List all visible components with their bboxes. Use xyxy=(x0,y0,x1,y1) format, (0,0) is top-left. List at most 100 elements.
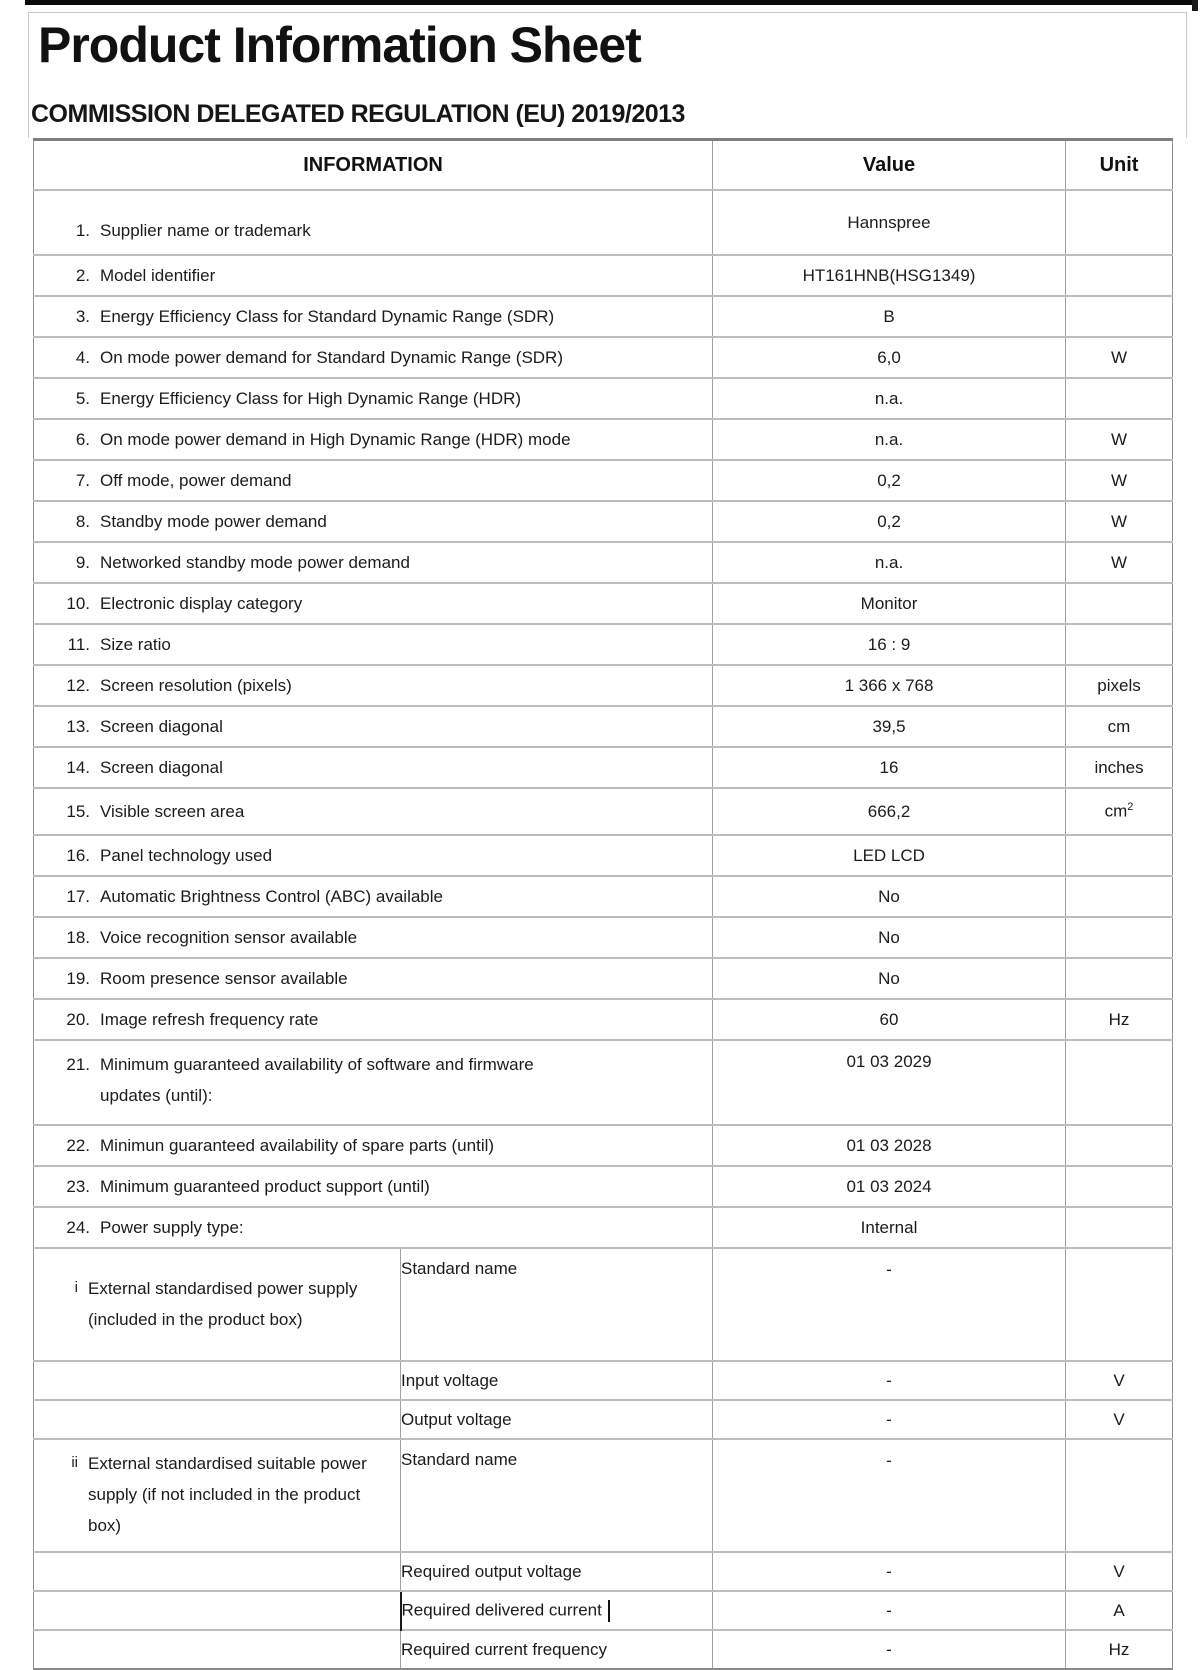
unit-cell xyxy=(1065,1165,1173,1207)
info-label: Minimum guaranteed availability of softw… xyxy=(100,1050,534,1112)
row-number: 22. xyxy=(66,1135,90,1155)
value-cell: 39,5 xyxy=(712,705,1066,747)
table-row: Output voltage - V xyxy=(33,1399,1173,1439)
value-cell: 01 03 2028 xyxy=(712,1124,1066,1166)
info-label: Energy Efficiency Class for High Dynamic… xyxy=(100,388,522,408)
info-cell: 12. Screen resolution (pixels) xyxy=(33,664,713,706)
info-group-cell: ii External standardised suitable power s… xyxy=(33,1438,401,1552)
info-sub-label: Input voltage xyxy=(401,1370,499,1390)
info-cell: 15. Visible screen area xyxy=(33,787,713,835)
row-number: 14. xyxy=(66,757,90,777)
roman-marker: ii xyxy=(71,1454,78,1472)
info-group-cell xyxy=(33,1590,401,1630)
info-label: Screen resolution (pixels) xyxy=(100,675,292,695)
info-label: Visible screen area xyxy=(100,801,245,821)
info-cell: 24. Power supply type: xyxy=(33,1206,713,1248)
info-sub-cell: Required current frequency xyxy=(399,1629,713,1669)
table-row: 7. Off mode, power demand 0,2 W xyxy=(33,459,1173,501)
unit-cell: A xyxy=(1065,1590,1173,1630)
table-row: 24. Power supply type: Internal xyxy=(33,1206,1173,1248)
table-row: ii External standardised suitable power s… xyxy=(33,1438,1173,1552)
unit-cell xyxy=(1065,189,1173,255)
row-number: 19. xyxy=(66,968,90,988)
value-cell: 16 : 9 xyxy=(712,623,1066,665)
value-cell: B xyxy=(712,295,1066,337)
row-number: 21. xyxy=(66,1055,90,1074)
info-cell: 21. Minimum guaranteed availability of so… xyxy=(33,1039,713,1125)
info-label: Model identifier xyxy=(100,265,216,285)
unit-cell: Hz xyxy=(1065,1629,1173,1669)
info-cell: 4. On mode power demand for Standard Dyna… xyxy=(33,336,713,378)
info-cell: 5. Energy Efficiency Class for High Dynam… xyxy=(33,377,713,419)
info-group-label: External standardised power supply (incl… xyxy=(88,1278,358,1329)
product-information-sheet-page: { "page": { "title": "Product Informatio… xyxy=(25,0,1198,1670)
info-group-cell xyxy=(33,1360,401,1400)
info-cell: 1. Supplier name or trademark xyxy=(33,189,713,255)
value-cell: 01 03 2024 xyxy=(712,1165,1066,1207)
page-title: Product Information Sheet xyxy=(38,17,642,73)
unit-cell: W xyxy=(1065,459,1173,501)
value-cell: 0,2 xyxy=(712,500,1066,542)
info-cell: 17. Automatic Brightness Control (ABC) av… xyxy=(33,875,713,917)
row-number: 5. xyxy=(75,388,90,408)
table-row: 22. Minimun guaranteed availability of sp… xyxy=(33,1124,1173,1166)
info-cell: 6. On mode power demand in High Dynamic R… xyxy=(33,418,713,460)
info-cell: 22. Minimun guaranteed availability of sp… xyxy=(33,1124,713,1166)
text-cursor xyxy=(607,1599,610,1622)
info-group-cell: i External standardised power supply (inc… xyxy=(33,1247,401,1361)
unit-cell xyxy=(1065,623,1173,665)
info-label: Electronic display category xyxy=(100,593,303,613)
info-label: On mode power demand in High Dynamic Ran… xyxy=(100,429,571,449)
value-cell: - xyxy=(712,1438,1066,1552)
info-label: Energy Efficiency Class for Standard Dyn… xyxy=(100,306,555,326)
unit-cell: Hz xyxy=(1065,998,1173,1040)
table-row: 5. Energy Efficiency Class for High Dynam… xyxy=(33,377,1173,419)
row-number: 15. xyxy=(66,801,90,821)
value-cell: LED LCD xyxy=(712,834,1066,876)
info-cell: 3. Energy Efficiency Class for Standard D… xyxy=(33,295,713,337)
info-label: Minimum guaranteed product support (unti… xyxy=(100,1176,430,1196)
table-row: 11. Size ratio 16 : 9 xyxy=(33,623,1173,665)
info-label: Power supply type: xyxy=(100,1217,244,1237)
value-cell: 01 03 2029 xyxy=(712,1039,1066,1125)
value-cell: No xyxy=(712,957,1066,999)
table-row: 21. Minimum guaranteed availability of so… xyxy=(33,1039,1173,1125)
table-row: 2. Model identifier HT161HNB(HSG1349) xyxy=(33,254,1173,296)
table-row: 6. On mode power demand in High Dynamic R… xyxy=(33,418,1173,460)
info-label: Networked standby mode power demand xyxy=(100,552,410,572)
unit-cell xyxy=(1065,834,1173,876)
value-cell: - xyxy=(712,1551,1066,1591)
value-cell: - xyxy=(712,1360,1066,1400)
info-sub-cell: Standard name xyxy=(399,1247,713,1361)
row-number: 18. xyxy=(66,927,90,947)
unit-superscript: 2 xyxy=(1127,801,1134,814)
row-number: 13. xyxy=(66,716,90,736)
top-black-bar xyxy=(25,0,1197,5)
info-label: Supplier name or trademark xyxy=(100,220,311,240)
info-cell: 10. Electronic display category xyxy=(33,582,713,624)
table-row: 9. Networked standby mode power demand n.a… xyxy=(33,541,1173,583)
row-number: 9. xyxy=(75,552,90,572)
value-cell: - xyxy=(712,1590,1066,1630)
row-number: 4. xyxy=(75,347,90,367)
unit-cell: W xyxy=(1065,500,1173,542)
table-row: Input voltage - V xyxy=(33,1360,1173,1400)
info-sub-label: Standard name xyxy=(401,1259,518,1278)
header-unit: Unit xyxy=(1065,138,1173,190)
value-cell: No xyxy=(712,875,1066,917)
unit-cell xyxy=(1065,875,1173,917)
info-label-line2: updates (until): xyxy=(100,1085,213,1105)
unit-cell: cm xyxy=(1065,705,1173,747)
info-cell: 18. Voice recognition sensor available xyxy=(33,916,713,958)
value-cell: - xyxy=(712,1399,1066,1439)
row-number: 16. xyxy=(66,845,90,865)
table-row: i External standardised power supply (inc… xyxy=(33,1247,1173,1361)
info-group-cell xyxy=(33,1399,401,1439)
table-row: Required current frequency - Hz xyxy=(33,1629,1173,1669)
value-cell: Hannspree xyxy=(712,189,1066,255)
unit-cell xyxy=(1065,254,1173,296)
table-row: Required output voltage - V xyxy=(33,1551,1173,1591)
info-cell: 23. Minimum guaranteed product support (u… xyxy=(33,1165,713,1207)
unit-cell: W xyxy=(1065,418,1173,460)
header-information: INFORMATION xyxy=(33,138,713,190)
